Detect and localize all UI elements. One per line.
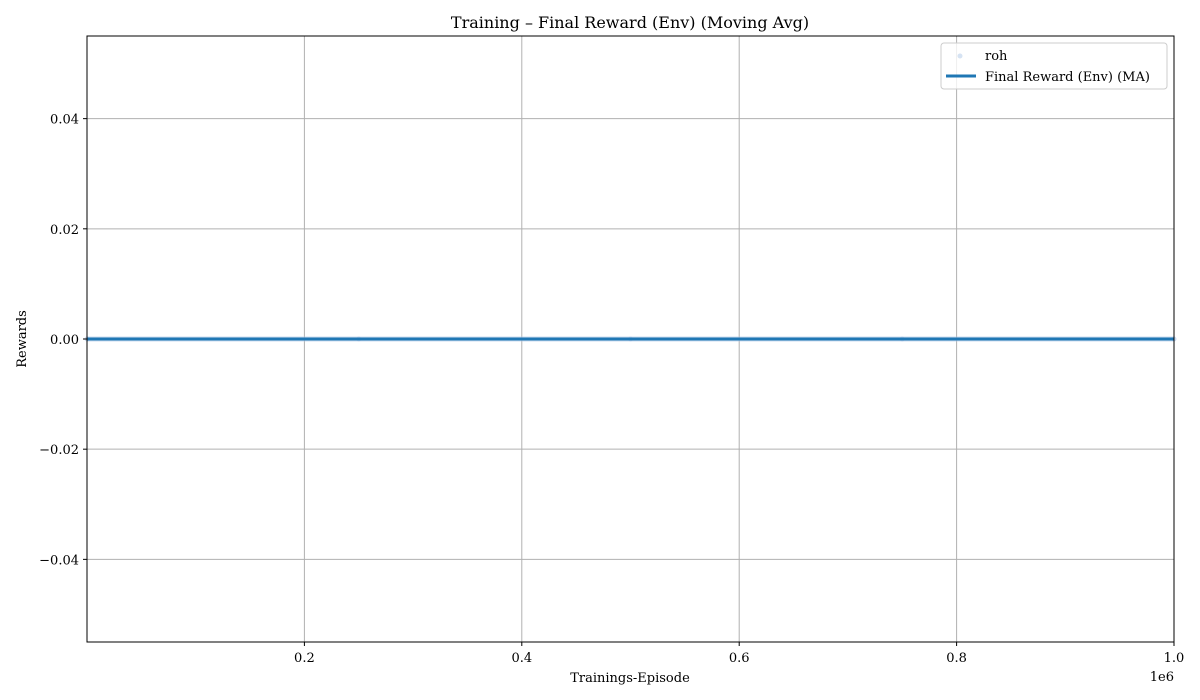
y-axis-label: Rewards	[15, 310, 30, 368]
y-tick-label: 0.02	[50, 223, 79, 238]
x-tick-label: 0.6	[729, 651, 750, 666]
x-axis-offset-label: 1e6	[1150, 670, 1174, 685]
x-tick-label: 1.0	[1164, 651, 1185, 666]
y-axis-ticks: 0.04 0.02 0.00 −0.02 −0.04	[39, 113, 87, 568]
series-layer	[84, 336, 1177, 342]
legend-label-final-reward-ma: Final Reward (Env) (MA)	[985, 70, 1150, 85]
legend-label-roh: roh	[985, 49, 1008, 64]
x-axis-label: Trainings-Episode	[570, 671, 690, 686]
y-tick-label: −0.04	[39, 553, 79, 568]
legend-marker-roh	[957, 53, 963, 59]
x-axis-ticks: 0.2 0.4 0.6 0.8 1.0	[294, 642, 1184, 666]
y-tick-label: 0.00	[50, 333, 79, 348]
legend-box	[940, 42, 1168, 90]
y-tick-label: −0.02	[39, 443, 79, 458]
legend: roh Final Reward (Env) (MA)	[940, 42, 1168, 90]
x-tick-label: 0.2	[294, 651, 315, 666]
x-tick-label: 0.8	[946, 651, 967, 666]
x-tick-label: 0.4	[511, 651, 532, 666]
y-tick-label: 0.04	[50, 113, 79, 128]
chart-title: Training – Final Reward (Env) (Moving Av…	[451, 13, 809, 32]
